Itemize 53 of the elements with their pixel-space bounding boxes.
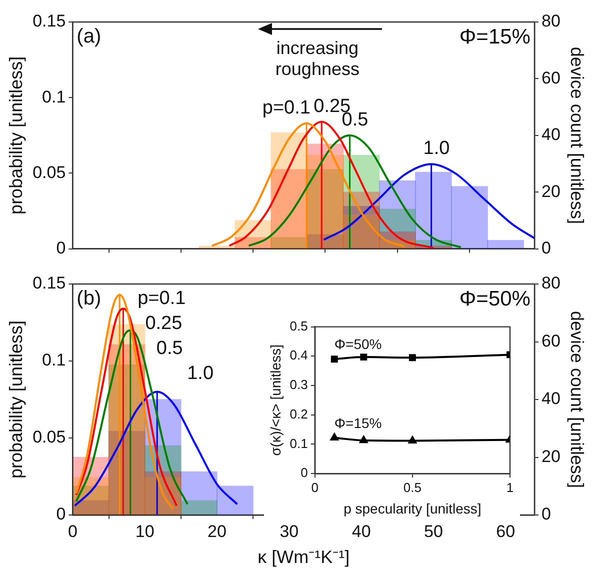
series-label: Φ=50% [334, 336, 382, 352]
y2-tick-label: 40 [541, 389, 560, 408]
y-tick-label: 0 [56, 238, 66, 258]
y-tick-label: 0.15 [32, 12, 66, 31]
y-tick-label: 0.05 [32, 162, 66, 182]
y-tick-label: 0 [56, 504, 66, 524]
y2-tick-label: 60 [541, 68, 560, 88]
y2-tick-label: 20 [541, 446, 560, 466]
series-label: p=0.1 [138, 288, 186, 309]
x-tick-label: 20 [208, 522, 226, 541]
y2-tick-label: 80 [541, 274, 560, 293]
y-tick-label: 0.1 [290, 436, 308, 451]
y-tick-label: 0.1 [42, 87, 66, 106]
y-tick-label: 0.2 [290, 406, 308, 422]
y2-tick-label: 80 [541, 12, 560, 31]
series-label: Φ=15% [334, 414, 382, 431]
series-label: 1.0 [423, 138, 450, 160]
y-tick-label: 0 [300, 465, 308, 480]
annotation: increasing roughness [275, 38, 360, 79]
y2-tick-label: 20 [541, 182, 560, 201]
y2-tick-label: 0 [541, 504, 551, 524]
y2-axis-title: device count [unitless] [567, 46, 588, 224]
y2-tick-label: 40 [541, 125, 560, 144]
series-label: 0.25 [145, 313, 182, 334]
x-tick-label: 0 [311, 480, 318, 495]
x-tick-label: 40 [352, 522, 371, 541]
y-tick-label: 0.5 [290, 318, 308, 334]
y-axis-title: probability [unitless] [6, 56, 26, 214]
x-tick-label: 1 [506, 480, 514, 495]
y2-tick-label: 60 [541, 331, 560, 350]
y2-tick-label: 0 [541, 238, 551, 258]
series-label: p=0.1 [262, 97, 310, 118]
annotation: Φ=15% [459, 25, 530, 48]
x-tick-label: 0.5 [403, 480, 422, 495]
annotation: (a) [76, 26, 102, 48]
series-label: 0.5 [156, 338, 183, 359]
x-axis-title: κ [Wm⁻¹K⁻¹] [258, 547, 350, 568]
y2-axis-title: device count [unitless] [567, 310, 588, 488]
y-axis-title: probability [unitless] [6, 320, 26, 479]
annotation: (b) [76, 288, 102, 310]
series-label: 1.0 [187, 363, 214, 384]
y-tick-label: 0.1 [42, 350, 66, 370]
y-tick-label: 0.15 [32, 274, 66, 293]
x-axis-title: p specularity [unitless] [344, 500, 482, 516]
y-tick-label: 0.4 [290, 348, 308, 363]
x-tick-label: 30 [280, 522, 299, 541]
annotation: Φ=50% [459, 287, 530, 310]
y-tick-label: 0.05 [32, 428, 66, 447]
x-tick-label: 50 [424, 522, 443, 541]
y-axis-title: σ(κ)/<κ> [unitless] [267, 344, 284, 456]
x-tick-label: 10 [135, 522, 154, 541]
x-tick-label: 60 [496, 522, 516, 541]
y-tick-label: 0.3 [290, 377, 308, 392]
